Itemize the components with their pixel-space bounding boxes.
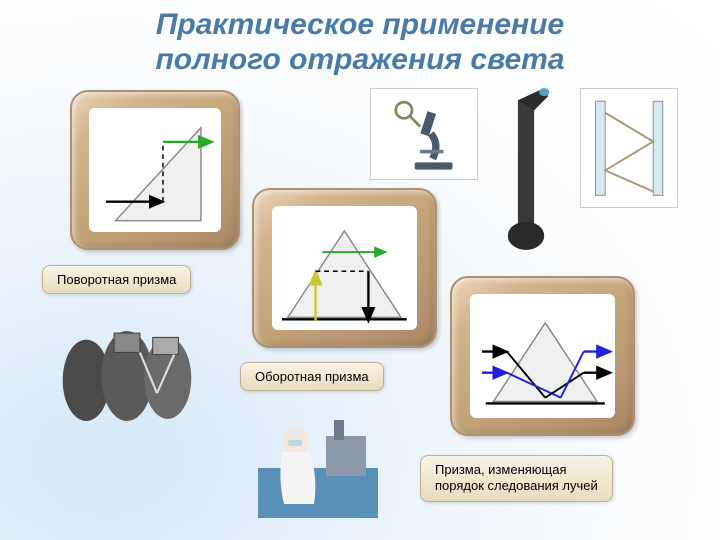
panel-swap-inner bbox=[470, 294, 615, 419]
turning-prism-diagram bbox=[89, 108, 222, 233]
parallel-mirrors-icon bbox=[580, 88, 678, 208]
lab-worker-icon bbox=[256, 408, 380, 518]
label-turning-prism: Поворотная призма bbox=[42, 265, 191, 294]
swap-prism-diagram bbox=[470, 294, 615, 419]
panel-swap-prism bbox=[450, 276, 635, 436]
binoculars-cutaway-icon bbox=[52, 320, 202, 432]
periscope-icon bbox=[486, 82, 566, 254]
label-swap-prism: Призма, изменяющая порядок следования лу… bbox=[420, 455, 613, 502]
title-line1: Практическое применение bbox=[0, 8, 720, 43]
panel-reversing-inner bbox=[272, 206, 417, 331]
slide-title: Практическое применение полного отражени… bbox=[0, 0, 720, 77]
panel-reversing-prism bbox=[252, 188, 437, 348]
reversing-prism-diagram bbox=[272, 206, 417, 331]
label-reversing-prism: Оборотная призма bbox=[240, 362, 384, 391]
panel-turning-inner bbox=[89, 108, 222, 233]
microscope-cartoon-icon bbox=[370, 88, 478, 180]
panel-turning-prism bbox=[70, 90, 240, 250]
title-line2: полного отражения света bbox=[0, 43, 720, 78]
